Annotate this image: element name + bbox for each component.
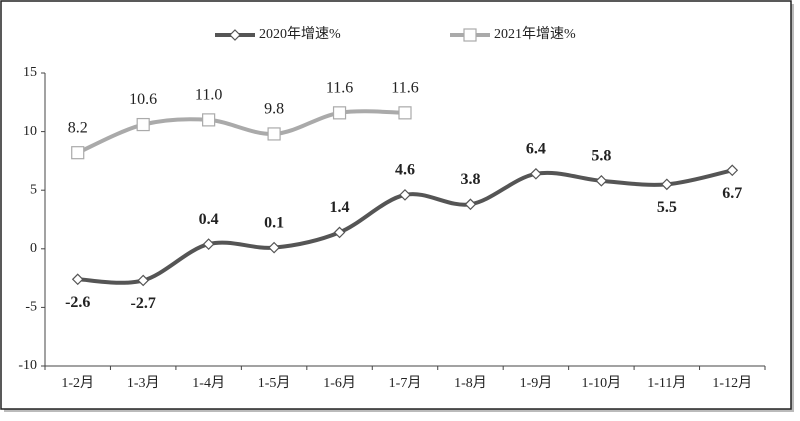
data-label: 0.1: [264, 214, 284, 231]
point: [202, 238, 215, 250]
point: [267, 127, 281, 141]
data-label: 6.4: [526, 140, 546, 157]
x-tick-label: 1-4月: [192, 375, 225, 391]
data-label: -2.6: [65, 294, 90, 311]
data-label: 1.4: [330, 199, 350, 216]
data-label: 11.0: [195, 87, 222, 104]
x-tick-label: 1-12月: [712, 375, 752, 391]
legend-label: 2021年增速%: [494, 26, 576, 42]
point: [333, 226, 346, 239]
point: [464, 198, 477, 211]
data-label: 5.8: [591, 147, 611, 164]
data-label: 10.6: [129, 91, 157, 108]
point: [595, 174, 608, 187]
legend-marker: [229, 29, 241, 41]
data-label: 9.8: [264, 101, 284, 118]
data-label: 5.5: [657, 199, 677, 216]
x-tick-label: 1-6月: [323, 375, 356, 391]
x-tick-label: 1-10月: [582, 375, 622, 391]
point: [268, 241, 280, 254]
point: [71, 146, 85, 160]
y-tick-label: 10: [23, 124, 37, 139]
point: [399, 189, 411, 201]
point: [530, 167, 542, 180]
point: [660, 178, 673, 191]
legend-label: 2020年增速%: [259, 26, 341, 42]
frame: [0, 0, 792, 410]
y-tick-label: 15: [23, 65, 37, 80]
data-label: 3.8: [460, 171, 480, 188]
point: [398, 106, 412, 120]
x-tick-label: 1-2月: [61, 375, 94, 391]
y-tick-label: 0: [30, 241, 37, 256]
point: [726, 164, 739, 177]
point: [137, 274, 150, 287]
data-label: 11.6: [391, 80, 418, 97]
data-label: 0.4: [199, 211, 219, 228]
data-label: 6.7: [722, 185, 742, 202]
data-label: 11.6: [326, 80, 353, 97]
y-tick-label: 5: [30, 182, 37, 197]
point: [71, 273, 84, 286]
point: [332, 106, 347, 120]
x-tick-label: 1-7月: [389, 375, 422, 391]
x-tick-label: 1-9月: [520, 375, 553, 391]
data-label: 8.2: [68, 119, 88, 136]
x-tick-label: 1-5月: [258, 375, 291, 391]
x-tick-label: 1-3月: [127, 375, 160, 391]
legend-marker: [463, 28, 477, 42]
x-tick-label: 1-8月: [454, 375, 487, 391]
y-tick-label: -10: [18, 358, 37, 373]
point: [136, 117, 150, 132]
x-tick-label: 1-11月: [647, 375, 686, 391]
y-tick-label: -5: [25, 300, 37, 315]
data-label: -2.7: [131, 295, 156, 312]
point: [202, 113, 216, 127]
data-label: 4.6: [395, 162, 415, 179]
